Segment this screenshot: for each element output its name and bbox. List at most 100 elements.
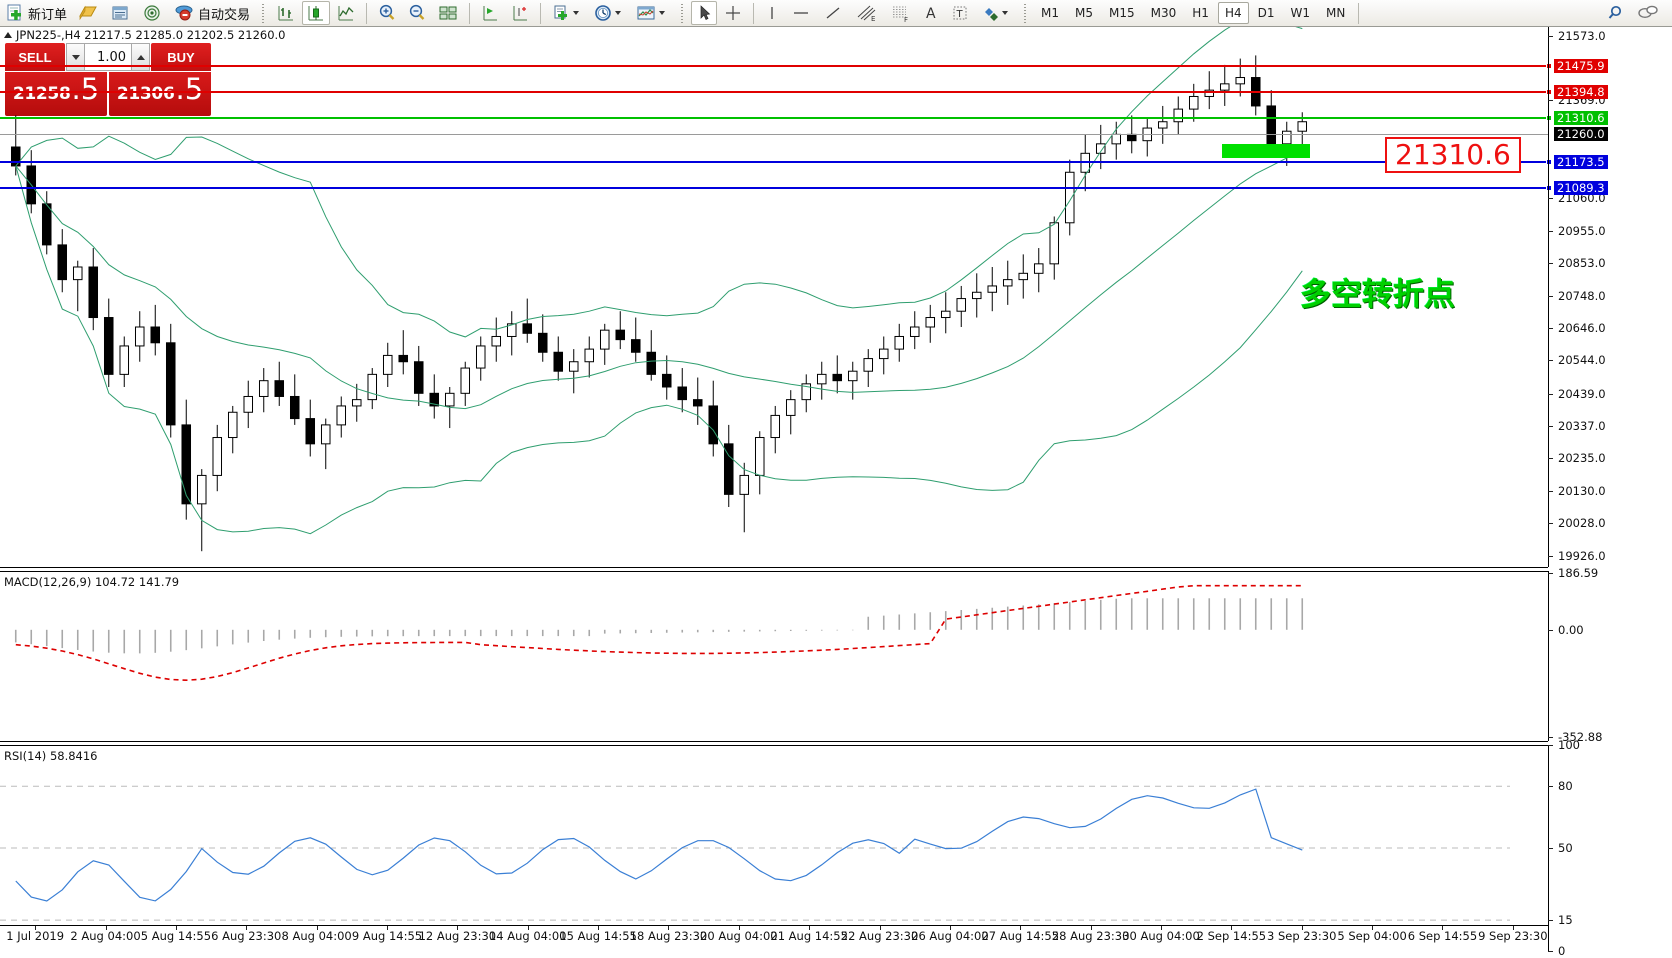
timeframe-m15[interactable]: M15 <box>1109 6 1135 20</box>
timeframe-h1[interactable]: H1 <box>1192 6 1209 20</box>
level-handle[interactable] <box>1546 115 1552 122</box>
navigator-icon <box>144 5 160 21</box>
level-handle[interactable] <box>1546 158 1552 165</box>
macd-axis[interactable]: 186.59 0.00 -352.88 <box>1548 566 1672 744</box>
chart-shift-button[interactable] <box>476 1 504 25</box>
level-handle[interactable] <box>1546 63 1552 70</box>
period-separator-caret-icon[interactable] <box>615 11 622 15</box>
rsi-label: RSI(14) 58.8416 <box>4 749 98 763</box>
price-tick-20646.0-tick <box>1548 328 1553 330</box>
level-line-21173.5[interactable] <box>0 158 1552 165</box>
level-line-21394.8[interactable] <box>0 88 1552 95</box>
auto-trading-icon <box>175 5 193 21</box>
new-object-icon <box>554 5 568 20</box>
level-line-21310.6[interactable] <box>0 115 1552 122</box>
level-handle[interactable] <box>1546 88 1552 95</box>
toolbar-grip[interactable] <box>259 3 267 23</box>
level-handle[interactable] <box>1546 185 1552 192</box>
timeframe-h4[interactable]: H4 <box>1217 2 1249 24</box>
rsi-pane[interactable] <box>0 745 1548 951</box>
auto-trading-button[interactable]: 自动交易 <box>169 1 254 25</box>
bar-chart-button[interactable] <box>272 1 300 25</box>
price-tick-20235.0: 20235.0 <box>1558 451 1606 466</box>
toolbar-grip-2[interactable] <box>678 3 686 23</box>
timeframe-m30[interactable]: M30 <box>1150 6 1177 20</box>
period-separator-button[interactable] <box>589 1 629 25</box>
time-tick-9 <box>668 926 670 930</box>
pivot-zone-marker[interactable] <box>1222 144 1310 158</box>
price-level-badge-21394.8[interactable]: 21394.8 <box>1554 84 1608 99</box>
volume-increase-button[interactable] <box>131 44 149 70</box>
indicators-caret-icon[interactable] <box>659 11 666 15</box>
equidistant-channel-tool-button[interactable]: E <box>850 1 882 25</box>
time-tick-10 <box>738 926 740 930</box>
horizontal-line-icon <box>794 12 809 14</box>
chart-annotation-text[interactable]: 多空转折点 <box>1300 277 1455 313</box>
data-window-button[interactable] <box>105 1 135 25</box>
price-pane[interactable] <box>0 27 1548 567</box>
search-button[interactable] <box>1600 1 1630 25</box>
rsi-tick-50: 50 <box>1558 841 1573 855</box>
collapse-arrow-icon[interactable] <box>4 32 12 38</box>
new-object-button[interactable] <box>547 1 587 25</box>
timeframe-mn[interactable]: MN <box>1326 6 1346 20</box>
price-axis[interactable]: 21573.0 21369.0 21060.0 20955.0 20853.0 20748… <box>1548 27 1672 567</box>
new-order-button[interactable]: 新订单 <box>1 1 71 25</box>
one-click-trading-panel[interactable]: SELL 1.00 BUY 21258 .5 21306 .5 <box>5 43 211 133</box>
cursor-tool-button[interactable] <box>691 1 718 25</box>
horizontal-line-tool-button[interactable] <box>786 1 816 25</box>
bar-chart-icon <box>278 6 294 21</box>
arrows-caret-icon[interactable] <box>1002 11 1009 15</box>
volume-decrease-button[interactable] <box>67 44 85 70</box>
timeframe-w1[interactable]: W1 <box>1290 6 1311 20</box>
line-chart-button[interactable] <box>332 1 360 25</box>
timeframe-m5[interactable]: M5 <box>1075 6 1094 20</box>
price-callout-box[interactable]: 21310.6 <box>1385 137 1521 173</box>
text-label-tool-button[interactable]: A <box>918 1 944 25</box>
timeframe-m1[interactable]: M1 <box>1041 6 1060 20</box>
toolbar-grip-3[interactable] <box>1021 3 1029 23</box>
symbol-ohlc-line: JPN225-,H4 21217.5 21285.0 21202.5 21260… <box>4 28 286 42</box>
indicators-button[interactable] <box>631 1 673 25</box>
navigator-button[interactable] <box>137 1 167 25</box>
level-line-21089.3[interactable] <box>0 185 1552 192</box>
chat-button[interactable] <box>1632 1 1664 25</box>
arrows-tool-button[interactable] <box>976 1 1016 25</box>
level-line-21475.9[interactable] <box>0 63 1552 70</box>
time-axis[interactable]: 1 Jul 2019 2 Aug 04:00 5 Aug 14:55 6 Aug 23… <box>0 925 1548 946</box>
fibonacci-tool-button[interactable]: F <box>884 1 916 25</box>
trendline-tool-button[interactable] <box>818 1 848 25</box>
vertical-line-tool-button[interactable] <box>760 1 784 25</box>
price-level-badge-21310.6[interactable]: 21310.6 <box>1554 111 1608 126</box>
time-tick-2 <box>175 926 177 930</box>
rsi-panel-separator[interactable] <box>0 741 1548 746</box>
timeframe-d1[interactable]: D1 <box>1257 6 1275 20</box>
auto-scroll-button[interactable] <box>506 1 534 25</box>
zoom-out-button[interactable] <box>403 1 431 25</box>
cursor-icon <box>700 5 711 20</box>
new-object-caret-icon[interactable] <box>573 11 580 15</box>
zoom-in-button[interactable] <box>373 1 401 25</box>
time-label-2: 5 Aug 14:55 <box>140 929 212 943</box>
time-label-11: 21 Aug 14:55 <box>770 929 848 943</box>
expert-advisors-button[interactable] <box>73 1 103 25</box>
crosshair-tool-button[interactable] <box>719 1 747 25</box>
zoom-out-icon <box>409 4 425 20</box>
price-level-badge-21089.3[interactable]: 21089.3 <box>1554 181 1608 196</box>
chart-grid-button[interactable] <box>433 1 463 25</box>
macd-panel-separator[interactable] <box>0 567 1548 572</box>
current-price-badge[interactable]: 21260.0 <box>1554 127 1608 142</box>
time-tick-6 <box>457 926 459 930</box>
text-box-tool-button[interactable]: T <box>946 1 974 25</box>
chart-window[interactable]: JPN225-,H4 21217.5 21285.0 21202.5 21260… <box>0 27 1672 958</box>
sell-price[interactable]: 21258 .5 <box>5 72 107 116</box>
price-tick-20028.0: 20028.0 <box>1558 516 1606 531</box>
macd-pane[interactable] <box>0 571 1548 741</box>
rsi-tick-15-tick <box>1548 920 1553 922</box>
rsi-axis[interactable]: 100 80 50 15 0 <box>1548 738 1672 958</box>
price-level-badge-21173.5[interactable]: 21173.5 <box>1554 154 1608 169</box>
time-tick-8 <box>598 926 600 930</box>
buy-price[interactable]: 21306 .5 <box>109 72 211 116</box>
price-level-badge-21475.9[interactable]: 21475.9 <box>1554 59 1608 74</box>
candlestick-chart-button[interactable] <box>302 1 331 25</box>
